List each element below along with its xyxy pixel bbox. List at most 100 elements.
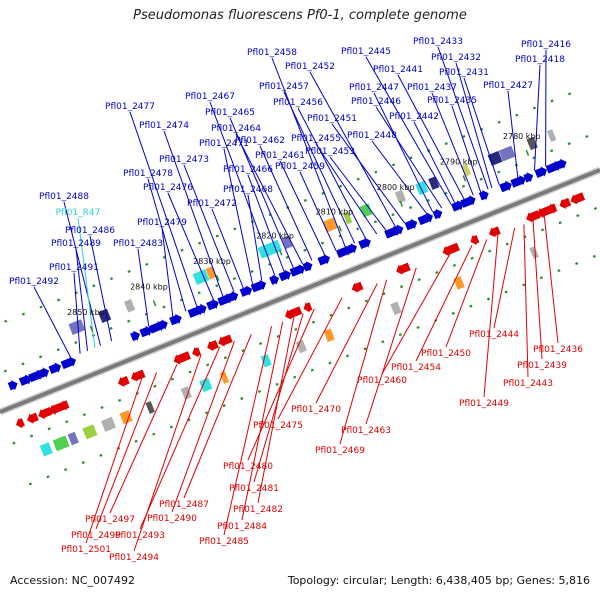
track-tick [127, 269, 131, 274]
track-tick [275, 382, 279, 386]
forward-gene-label: Pfl01_2452 [285, 62, 335, 72]
forward-gene-label: Pfl01_2453 [305, 147, 355, 157]
track-tick [550, 99, 554, 103]
track-tick [469, 304, 473, 308]
reverse-gene-arrow [303, 302, 313, 313]
forward-label-line [279, 160, 326, 256]
track-tick [374, 170, 378, 174]
reverse-gene-label: Pfl01_2487 [159, 500, 209, 510]
forward-gene-label: Pfl01_2474 [139, 121, 189, 131]
forward-gene-label: Pfl01_R47 [56, 208, 101, 218]
forward-gene-arrow [523, 172, 534, 183]
label-lines-layer [33, 46, 559, 552]
reverse-gene-label: Pfl01_2480 [223, 462, 273, 472]
track-tick [46, 475, 50, 479]
forward-label-line [299, 171, 337, 251]
reverse-label-line [277, 297, 343, 420]
reverse-gene-arrow [118, 376, 130, 387]
track-tick [391, 163, 396, 167]
forward-gene-label: Pfl01_2488 [39, 192, 89, 202]
track-tick [232, 277, 237, 281]
forward-gene-label: Pfl01_2451 [307, 114, 357, 124]
function-category-block [39, 441, 54, 458]
forward-gene-label: Pfl01_2479 [137, 218, 187, 228]
reverse-gene-arrow [548, 203, 558, 214]
forward-gene-label: Pfl01_2447 [349, 83, 399, 93]
reverse-label-line [365, 267, 417, 425]
track-tick [153, 384, 157, 388]
track-tick [310, 368, 314, 372]
function-category-block [144, 400, 156, 415]
track-tick [285, 255, 289, 259]
ruler-label: 2850 kbp [67, 308, 105, 317]
track-tick [233, 227, 237, 231]
reverse-label-line [257, 317, 295, 504]
track-tick [593, 207, 598, 211]
track-tick [399, 285, 404, 289]
track-tick [504, 290, 508, 294]
track-tick [303, 198, 307, 202]
track-tick [250, 270, 254, 274]
track-tick [338, 184, 343, 188]
reverse-gene-arrow [60, 400, 70, 411]
track-tick [364, 299, 368, 303]
forward-gene-arrow [347, 243, 357, 254]
ruler-tick [152, 300, 157, 307]
reverse-gene-label: Pfl01_2481 [229, 484, 279, 494]
reverse-gene-arrow [218, 334, 233, 347]
forward-gene-label: Pfl01_2483 [113, 239, 163, 249]
reverse-gene-label: Pfl01_2454 [391, 363, 441, 373]
forward-gene-arrow [196, 303, 207, 315]
track-tick [462, 134, 466, 138]
forward-gene-label: Pfl01_2465 [205, 108, 255, 118]
function-category-block [394, 189, 407, 204]
track-tick [585, 134, 589, 138]
function-category-block [97, 308, 112, 324]
function-category-block [322, 327, 336, 343]
reverse-gene-arrow [396, 262, 411, 275]
forward-gene-arrow [302, 261, 313, 272]
reverse-label-line [532, 220, 543, 360]
track-tick [99, 453, 103, 457]
track-tick [222, 404, 226, 408]
track-tick [549, 149, 554, 153]
forward-label-line [247, 194, 263, 281]
track-tick [461, 184, 466, 188]
ruler-tick [525, 149, 530, 156]
track-tick [568, 92, 572, 96]
function-category-block [498, 145, 517, 163]
ruler-label: 2830 kbp [193, 257, 231, 266]
reverse-gene-label: Pfl01_2482 [233, 505, 283, 515]
forward-label-line [455, 62, 493, 188]
reverse-gene-label: Pfl01_2499 [71, 531, 121, 541]
forward-gene-arrow [7, 380, 18, 391]
forward-label-line [161, 227, 174, 317]
forward-gene-label: Pfl01_2432 [431, 53, 481, 63]
ruler-label: 2810 kbp [316, 208, 354, 217]
forward-gene-label: Pfl01_2477 [105, 102, 155, 112]
forward-gene-arrow [499, 180, 512, 193]
function-category-block [81, 423, 99, 440]
forward-gene-label: Pfl01_2492 [9, 277, 59, 287]
track-tick [321, 191, 325, 195]
forward-label-line [437, 46, 489, 190]
forward-gene-label: Pfl01_2467 [185, 92, 235, 102]
track-tick [152, 432, 156, 436]
forward-label-line [329, 156, 387, 231]
gene-labels-layer: Pfl01_2416 Pfl01_2418 Pfl01_2427 Pfl01_2431… [9, 37, 583, 563]
forward-label-line [375, 106, 443, 209]
forward-gene-label: Pfl01_2458 [247, 48, 297, 58]
forward-gene-arrow [18, 374, 32, 386]
forward-label-line [147, 178, 187, 312]
forward-label-line [209, 101, 276, 276]
reverse-gene-arrow [442, 242, 460, 257]
forward-label-line [137, 248, 150, 327]
track-tick [532, 106, 537, 110]
reverse-gene-label: Pfl01_2470 [291, 405, 341, 415]
forward-gene-arrow [278, 269, 292, 282]
track-tick [82, 413, 87, 417]
forward-gene-label: Pfl01_2459 [275, 162, 325, 172]
track-tick [363, 347, 367, 351]
reverse-label-line [133, 354, 202, 552]
reverse-gene-label: Pfl01_2450 [421, 349, 471, 359]
